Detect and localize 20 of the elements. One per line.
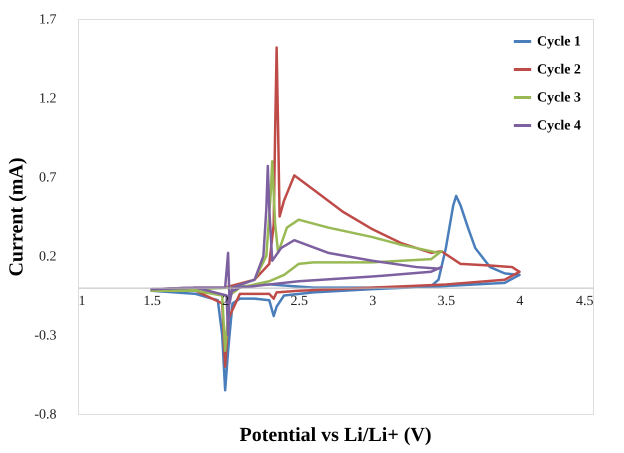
legend-label: Cycle 3: [537, 90, 581, 106]
x-tick-label: 4.5: [576, 294, 594, 310]
y-tick-label: 1.7: [39, 12, 56, 28]
y-tick-label: -0.8: [34, 408, 56, 422]
y-tick-label: 1.2: [39, 92, 56, 106]
legend-label: Cycle 1: [537, 34, 581, 50]
y-axis-title: Current (mA): [5, 157, 28, 277]
x-tick-label: 2.5: [290, 294, 308, 310]
x-tick-label: 1: [78, 294, 86, 310]
x-tick-label: 2: [222, 294, 230, 310]
y-tick-label: 0.7: [39, 170, 56, 186]
legend-label: Cycle 2: [537, 62, 581, 78]
x-tick-label: 4: [516, 294, 524, 310]
x-axis-title: Potential vs Li/Li+ (V): [240, 424, 432, 446]
x-tick-label: 3.5: [438, 294, 456, 310]
y-tick-label: 0.2: [39, 250, 56, 264]
legend-label: Cycle 4: [537, 118, 581, 134]
x-tick-label: 3: [369, 294, 376, 310]
x-tick-label: 1.5: [143, 294, 161, 310]
y-tick-label: -0.3: [34, 328, 56, 344]
